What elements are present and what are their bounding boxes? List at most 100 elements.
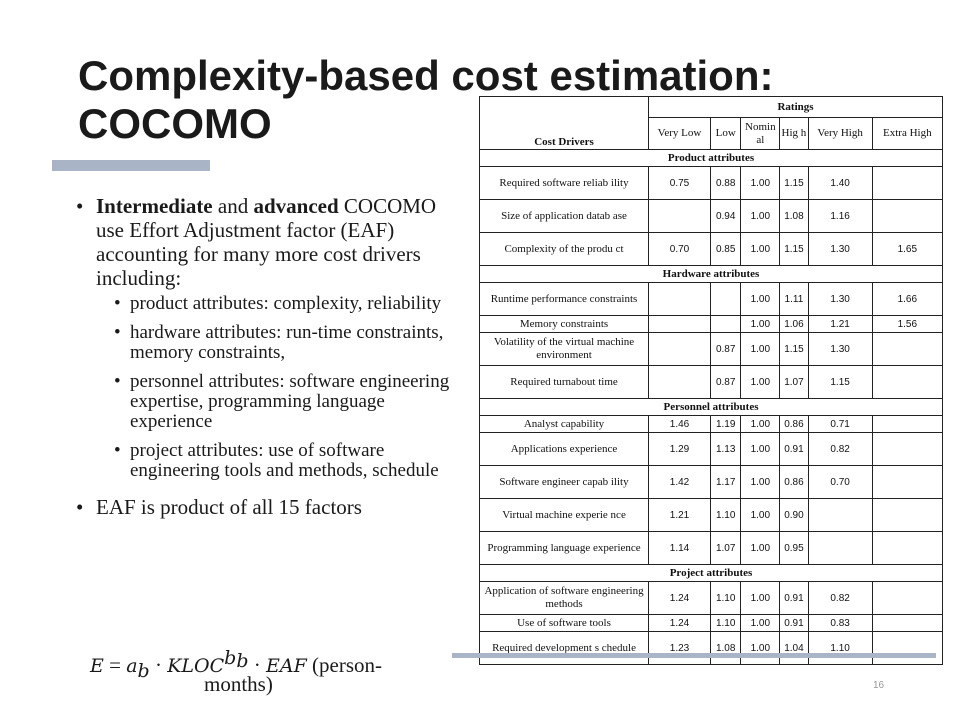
rating-value: 1.00 [740, 415, 781, 433]
section-title: Personnel attributes [479, 398, 943, 416]
table-header-row: Cost Drivers Ratings [478, 96, 943, 150]
rating-value [648, 332, 711, 366]
rating-value: 0.94 [709, 199, 742, 233]
cost-driver-name: Runtime performance constraints [478, 282, 650, 316]
rating-value [871, 581, 944, 615]
cost-driver-name: Required turnabout time [478, 365, 650, 399]
table-row: Programming language experience 1.14 1.07 1… [478, 531, 944, 565]
section-title: Project attributes [479, 564, 943, 582]
cost-driver-name: Programming language experience [478, 531, 650, 565]
rating-value: 0.91 [779, 581, 809, 615]
section-row: Personnel attributes [479, 398, 943, 416]
table-row: Applications experience 1.29 1.13 1.00 0.91 0… [478, 432, 944, 466]
rating-value: 1.21 [648, 498, 711, 532]
section-row: Hardware attributes [479, 265, 943, 283]
formula-exp-b: b [224, 647, 237, 669]
rating-value [871, 415, 944, 433]
rating-value: 1.17 [709, 465, 742, 499]
bullet-dot: • [114, 440, 121, 461]
cost-driver-name: Analyst capability [478, 415, 650, 433]
rating-value: 1.11 [779, 282, 809, 316]
rating-value: 1.07 [779, 365, 809, 399]
cost-driver-name: Application of software engineering meth… [478, 581, 650, 615]
rating-value [871, 631, 944, 665]
rating-value: 0.88 [709, 166, 742, 200]
rating-header: Very High [807, 117, 873, 150]
cost-driver-name: Complexity of the produ ct [478, 232, 650, 266]
rating-value [807, 498, 873, 532]
rating-value: 0.95 [779, 531, 809, 565]
rating-value [871, 614, 944, 632]
rating-value: 1.00 [740, 232, 781, 266]
rating-header: Very Low [648, 117, 711, 150]
rating-value: 1.46 [648, 415, 711, 433]
cost-drivers-table: Cost Drivers Ratings Very Low Low Nomin al Hi… [478, 96, 944, 665]
table-row: Software engineer capab ility 1.42 1.17 1.0… [478, 465, 944, 499]
rating-value: 1.00 [740, 365, 781, 399]
rating-value: 1.00 [740, 614, 781, 632]
cost-driver-name: Use of software tools [478, 614, 650, 632]
cost-driver-name: Virtual machine experie nce [478, 498, 650, 532]
rating-value [648, 365, 711, 399]
table-rating-header-row: Very Low Low Nomin al Hig h Very High Extra H… [480, 117, 944, 150]
bullet-dot: • [114, 293, 121, 314]
section-row: Product attributes [479, 149, 943, 167]
effort-formula: E = ab · KLOCbb · EAF (person- [90, 644, 382, 687]
rating-value: 1.29 [648, 432, 711, 466]
rating-value: 1.42 [648, 465, 711, 499]
bullet-eaf-product: • EAF is product of all 15 factors [76, 495, 468, 519]
table-row: Application of software engineering meth… [478, 581, 944, 615]
formula-a: a [126, 655, 138, 677]
formula-dot: · [248, 653, 266, 677]
title-line-2: COCOMO [78, 100, 272, 147]
rating-value: 1.00 [740, 332, 781, 366]
header-cost-drivers: Cost Drivers [478, 96, 650, 150]
sub-bullet-text: project attributes: use of software engi… [130, 440, 439, 481]
table-row: Runtime performance constraints 1.00 1.11 1… [478, 282, 944, 316]
rating-value [709, 315, 742, 333]
rating-value: 0.86 [779, 465, 809, 499]
title-accent-bar [52, 160, 210, 171]
bullet-dot: • [76, 194, 84, 218]
sub-bullet-project: • project attributes: use of software eng… [76, 441, 468, 481]
rating-value: 1.07 [709, 531, 742, 565]
table-row: Size of application datab ase 0.94 1.00 1.0… [478, 199, 944, 233]
rating-value: 1.00 [740, 465, 781, 499]
bullet-dot: • [114, 322, 121, 343]
rating-value: 0.70 [807, 465, 873, 499]
slide-title: Complexity-based cost estimation: COCOMO [78, 52, 858, 148]
rating-value: 1.15 [779, 232, 809, 266]
table-row: Required software reliab ility 0.75 0.88 1.… [478, 166, 944, 200]
formula-a-sub: b [137, 660, 150, 683]
rating-value: 1.00 [740, 498, 781, 532]
rating-value [648, 282, 711, 316]
bullet-eaf-intro: • Intermediate and advanced COCOMO use E… [76, 194, 468, 290]
bullet-bold-advanced: advanced [253, 194, 339, 218]
cost-driver-name: Software engineer capab ility [478, 465, 650, 499]
formula-dot: · [149, 653, 168, 677]
rating-value: 1.16 [807, 199, 873, 233]
rating-value: 1.30 [807, 332, 873, 366]
rating-value: 1.30 [807, 282, 873, 316]
rating-value: 0.83 [807, 614, 873, 632]
rating-value [709, 282, 742, 316]
rating-value: 0.91 [779, 432, 809, 466]
rating-value [871, 365, 944, 399]
rating-value: 1.10 [709, 614, 742, 632]
header-ratings: Ratings [648, 96, 943, 118]
bullet-text: COCOMO use Effort Adjustment factor (EAF… [96, 194, 437, 290]
table-row: Analyst capability 1.46 1.19 1.00 0.86 0.71 [478, 415, 944, 433]
rating-value: 1.65 [871, 232, 944, 266]
bullet-list: • Intermediate and advanced COCOMO use E… [76, 194, 468, 523]
rating-value: 0.91 [779, 614, 809, 632]
bullet-text: EAF is product of all 15 factors [96, 495, 362, 519]
rating-value: 1.21 [807, 315, 873, 333]
table-row: Required turnabout time 0.87 1.00 1.07 1.15 [478, 365, 944, 399]
rating-value: 1.66 [871, 282, 944, 316]
rating-value: 0.75 [648, 166, 711, 200]
formula-unit-cont: months) [204, 672, 273, 696]
rating-value: 1.23 [648, 631, 711, 665]
rating-value: 1.15 [779, 332, 809, 366]
rating-value: 1.00 [740, 531, 781, 565]
bullet-bold-intermediate: Intermediate [96, 194, 213, 218]
